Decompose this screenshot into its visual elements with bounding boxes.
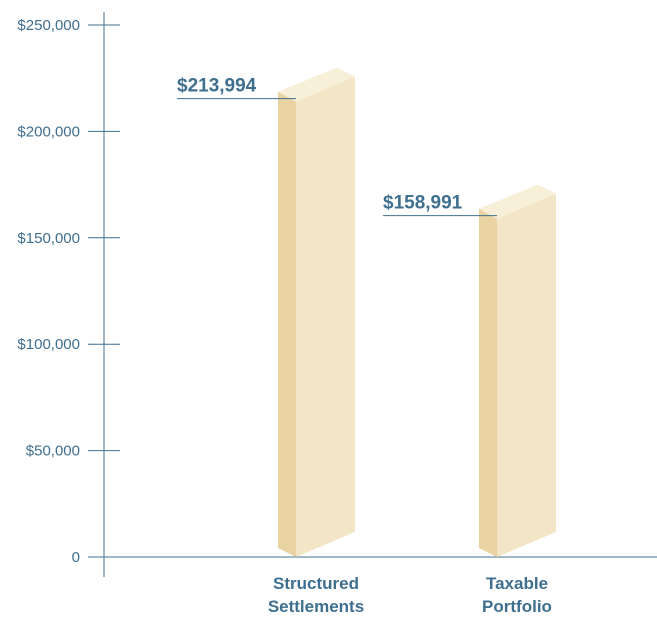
y-tick-label: $200,000 xyxy=(17,123,80,140)
bar-top xyxy=(479,184,556,219)
y-tick-label: $50,000 xyxy=(26,443,80,460)
data-label: $213,994 xyxy=(177,76,257,97)
y-tick-label: 0 xyxy=(72,549,80,566)
bar-side xyxy=(479,208,497,557)
x-tick-label: Settlements xyxy=(268,597,364,616)
bars xyxy=(278,67,556,558)
x-tick-label: Structured xyxy=(273,574,359,593)
bar xyxy=(497,193,556,557)
bar-side xyxy=(278,91,296,558)
bar-top xyxy=(278,67,355,102)
data-label: $158,991 xyxy=(383,193,463,214)
x-tick-label: Taxable xyxy=(486,574,548,593)
axes: 0 $50,000 $100,000 $150,000 $200,000 $250,000 xyxy=(17,12,657,577)
y-tick-label: $250,000 xyxy=(17,17,80,34)
labels: $213,994 Structured Settlements $158,991 Tax… xyxy=(177,76,552,616)
y-tick-label: $100,000 xyxy=(17,336,80,353)
x-tick-label: Portfolio xyxy=(482,597,552,616)
bar xyxy=(296,76,355,558)
y-tick-label: $150,000 xyxy=(17,230,80,247)
